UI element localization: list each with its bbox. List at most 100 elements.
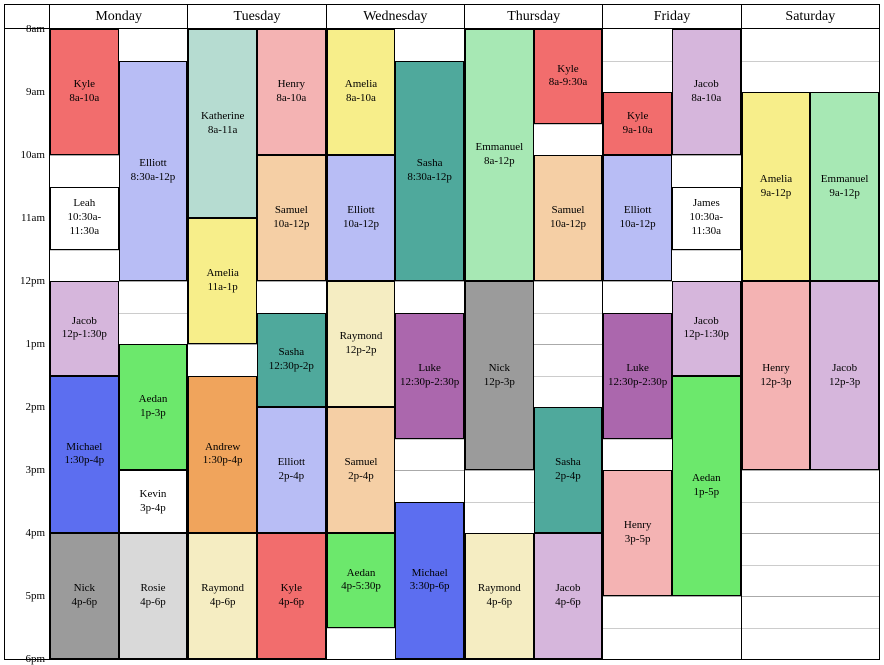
event-name: Nick <box>74 582 95 596</box>
event-block[interactable]: Luke12:30p-2:30p <box>395 313 464 439</box>
event-block[interactable]: Aedan1p-5p <box>672 376 741 597</box>
event-block[interactable]: Elliott2p-4p <box>257 407 326 533</box>
event-name: Raymond <box>201 582 244 596</box>
event-time: 8a-10a <box>346 92 376 106</box>
event-name: Elliott <box>139 157 167 171</box>
event-name: Elliott <box>624 204 652 218</box>
event-name: Sasha <box>278 346 304 360</box>
event-name: Jacob <box>72 315 97 329</box>
time-label: 12pm <box>20 275 45 287</box>
event-time: 4p-6p <box>210 596 236 610</box>
event-block[interactable]: Aedan1p-3p <box>119 344 188 470</box>
day-column: Kyle8a-10aElliott8:30a-12pLeah10:30a-11:… <box>49 29 187 659</box>
event-name: Aedan <box>139 393 168 407</box>
event-block[interactable]: James10:30a-11:30a <box>672 187 741 250</box>
day-column: Amelia8a-10aSasha8:30a-12pElliott10a-12p… <box>326 29 464 659</box>
event-name: Emmanuel <box>821 173 869 187</box>
event-time: 12:30p-2p <box>269 360 314 374</box>
event-block[interactable]: Aedan4p-5:30p <box>327 533 396 628</box>
event-block[interactable]: Kyle4p-6p <box>257 533 326 659</box>
event-block[interactable]: Elliott10a-12p <box>603 155 672 281</box>
event-block[interactable]: Elliott10a-12p <box>327 155 396 281</box>
schedule-grid: MondayTuesdayWednesdayThursdayFridaySatu… <box>4 4 880 660</box>
event-block[interactable]: Kyle9a-10a <box>603 92 672 155</box>
time-label: 3pm <box>25 464 45 476</box>
event-block[interactable]: Samuel10a-12p <box>534 155 603 281</box>
event-time: 4p-6p <box>278 596 304 610</box>
event-block[interactable]: Raymond12p-2p <box>327 281 396 407</box>
header-row: MondayTuesdayWednesdayThursdayFridaySatu… <box>5 5 879 29</box>
event-block[interactable]: Leah10:30a-11:30a <box>50 187 119 250</box>
event-block[interactable]: Amelia9a-12p <box>742 92 811 281</box>
gridline <box>742 61 879 62</box>
event-time: 12p-1:30p <box>62 328 107 342</box>
event-time: 8:30a-12p <box>131 171 176 185</box>
event-time: 12p-1:30p <box>684 328 729 342</box>
event-name: Sasha <box>555 456 581 470</box>
event-time: 12p-3p <box>760 376 791 390</box>
event-block[interactable]: Nick12p-3p <box>465 281 534 470</box>
event-name: Raymond <box>340 330 383 344</box>
event-block[interactable]: Henry12p-3p <box>742 281 811 470</box>
event-block[interactable]: Raymond4p-6p <box>465 533 534 659</box>
event-time: 3:30p-6p <box>410 580 450 594</box>
event-block[interactable]: Sasha2p-4p <box>534 407 603 533</box>
event-block[interactable]: Andrew1:30p-4p <box>188 376 257 534</box>
event-time: 4p-6p <box>555 596 581 610</box>
event-block[interactable]: Kyle8a-9:30a <box>534 29 603 124</box>
event-block[interactable]: Samuel10a-12p <box>257 155 326 281</box>
day-column: Jacob8a-10aKyle9a-10aElliott10a-12pJames… <box>602 29 740 659</box>
event-block[interactable]: Amelia8a-10a <box>327 29 396 155</box>
event-name: Michael <box>412 567 448 581</box>
event-name: Elliott <box>278 456 306 470</box>
event-block[interactable]: Raymond4p-6p <box>188 533 257 659</box>
event-block[interactable]: Emmanuel9a-12p <box>810 92 879 281</box>
event-block[interactable]: Henry3p-5p <box>603 470 672 596</box>
event-name: Aedan <box>347 567 376 581</box>
gridline <box>603 628 740 629</box>
event-block[interactable]: Luke12:30p-2:30p <box>603 313 672 439</box>
event-time: 1:30p-4p <box>203 454 243 468</box>
event-block[interactable]: Sasha12:30p-2p <box>257 313 326 408</box>
event-name: Henry <box>624 519 652 533</box>
event-time: 3p-4p <box>140 502 166 516</box>
event-name: Jacob <box>694 315 719 329</box>
event-block[interactable]: Michael3:30p-6p <box>395 502 464 660</box>
event-name: Raymond <box>478 582 521 596</box>
event-block[interactable]: Jacob12p-1:30p <box>672 281 741 376</box>
event-block[interactable]: Amelia11a-1p <box>188 218 257 344</box>
event-time: 8:30a-12p <box>407 171 452 185</box>
event-block[interactable]: Jacob12p-3p <box>810 281 879 470</box>
gridline <box>742 628 879 629</box>
event-block[interactable]: Sasha8:30a-12p <box>395 61 464 282</box>
event-block[interactable]: Michael1:30p-4p <box>50 376 119 534</box>
event-block[interactable]: Samuel2p-4p <box>327 407 396 533</box>
event-time: 8a-10a <box>691 92 721 106</box>
event-block[interactable]: Elliott8:30a-12p <box>119 61 188 282</box>
event-block[interactable]: Rosie4p-6p <box>119 533 188 659</box>
event-block[interactable]: Kyle8a-10a <box>50 29 119 155</box>
time-label: 10am <box>21 149 45 161</box>
event-name: Katherine <box>201 110 244 124</box>
event-name: Samuel <box>551 204 584 218</box>
event-name: Luke <box>418 362 441 376</box>
event-block[interactable]: Jacob4p-6p <box>534 533 603 659</box>
event-block[interactable]: Katherine8a-11a <box>188 29 257 218</box>
time-label: 9am <box>26 86 45 98</box>
event-block[interactable]: Henry8a-10a <box>257 29 326 155</box>
event-block[interactable]: Emmanuel8a-12p <box>465 29 534 281</box>
gridline <box>742 533 879 534</box>
day-header: Tuesday <box>187 5 325 28</box>
event-block[interactable]: Jacob12p-1:30p <box>50 281 119 376</box>
event-name: James <box>693 197 720 211</box>
event-name: Kyle <box>627 110 648 124</box>
event-name: Amelia <box>206 267 238 281</box>
event-name: Emmanuel <box>475 141 523 155</box>
event-time: 4p-5:30p <box>341 580 381 594</box>
event-block[interactable]: Jacob8a-10a <box>672 29 741 155</box>
time-label: 11am <box>21 212 45 224</box>
event-block[interactable]: Kevin3p-4p <box>119 470 188 533</box>
event-block[interactable]: Nick4p-6p <box>50 533 119 659</box>
gridline <box>603 596 740 597</box>
event-name: Aedan <box>692 472 721 486</box>
